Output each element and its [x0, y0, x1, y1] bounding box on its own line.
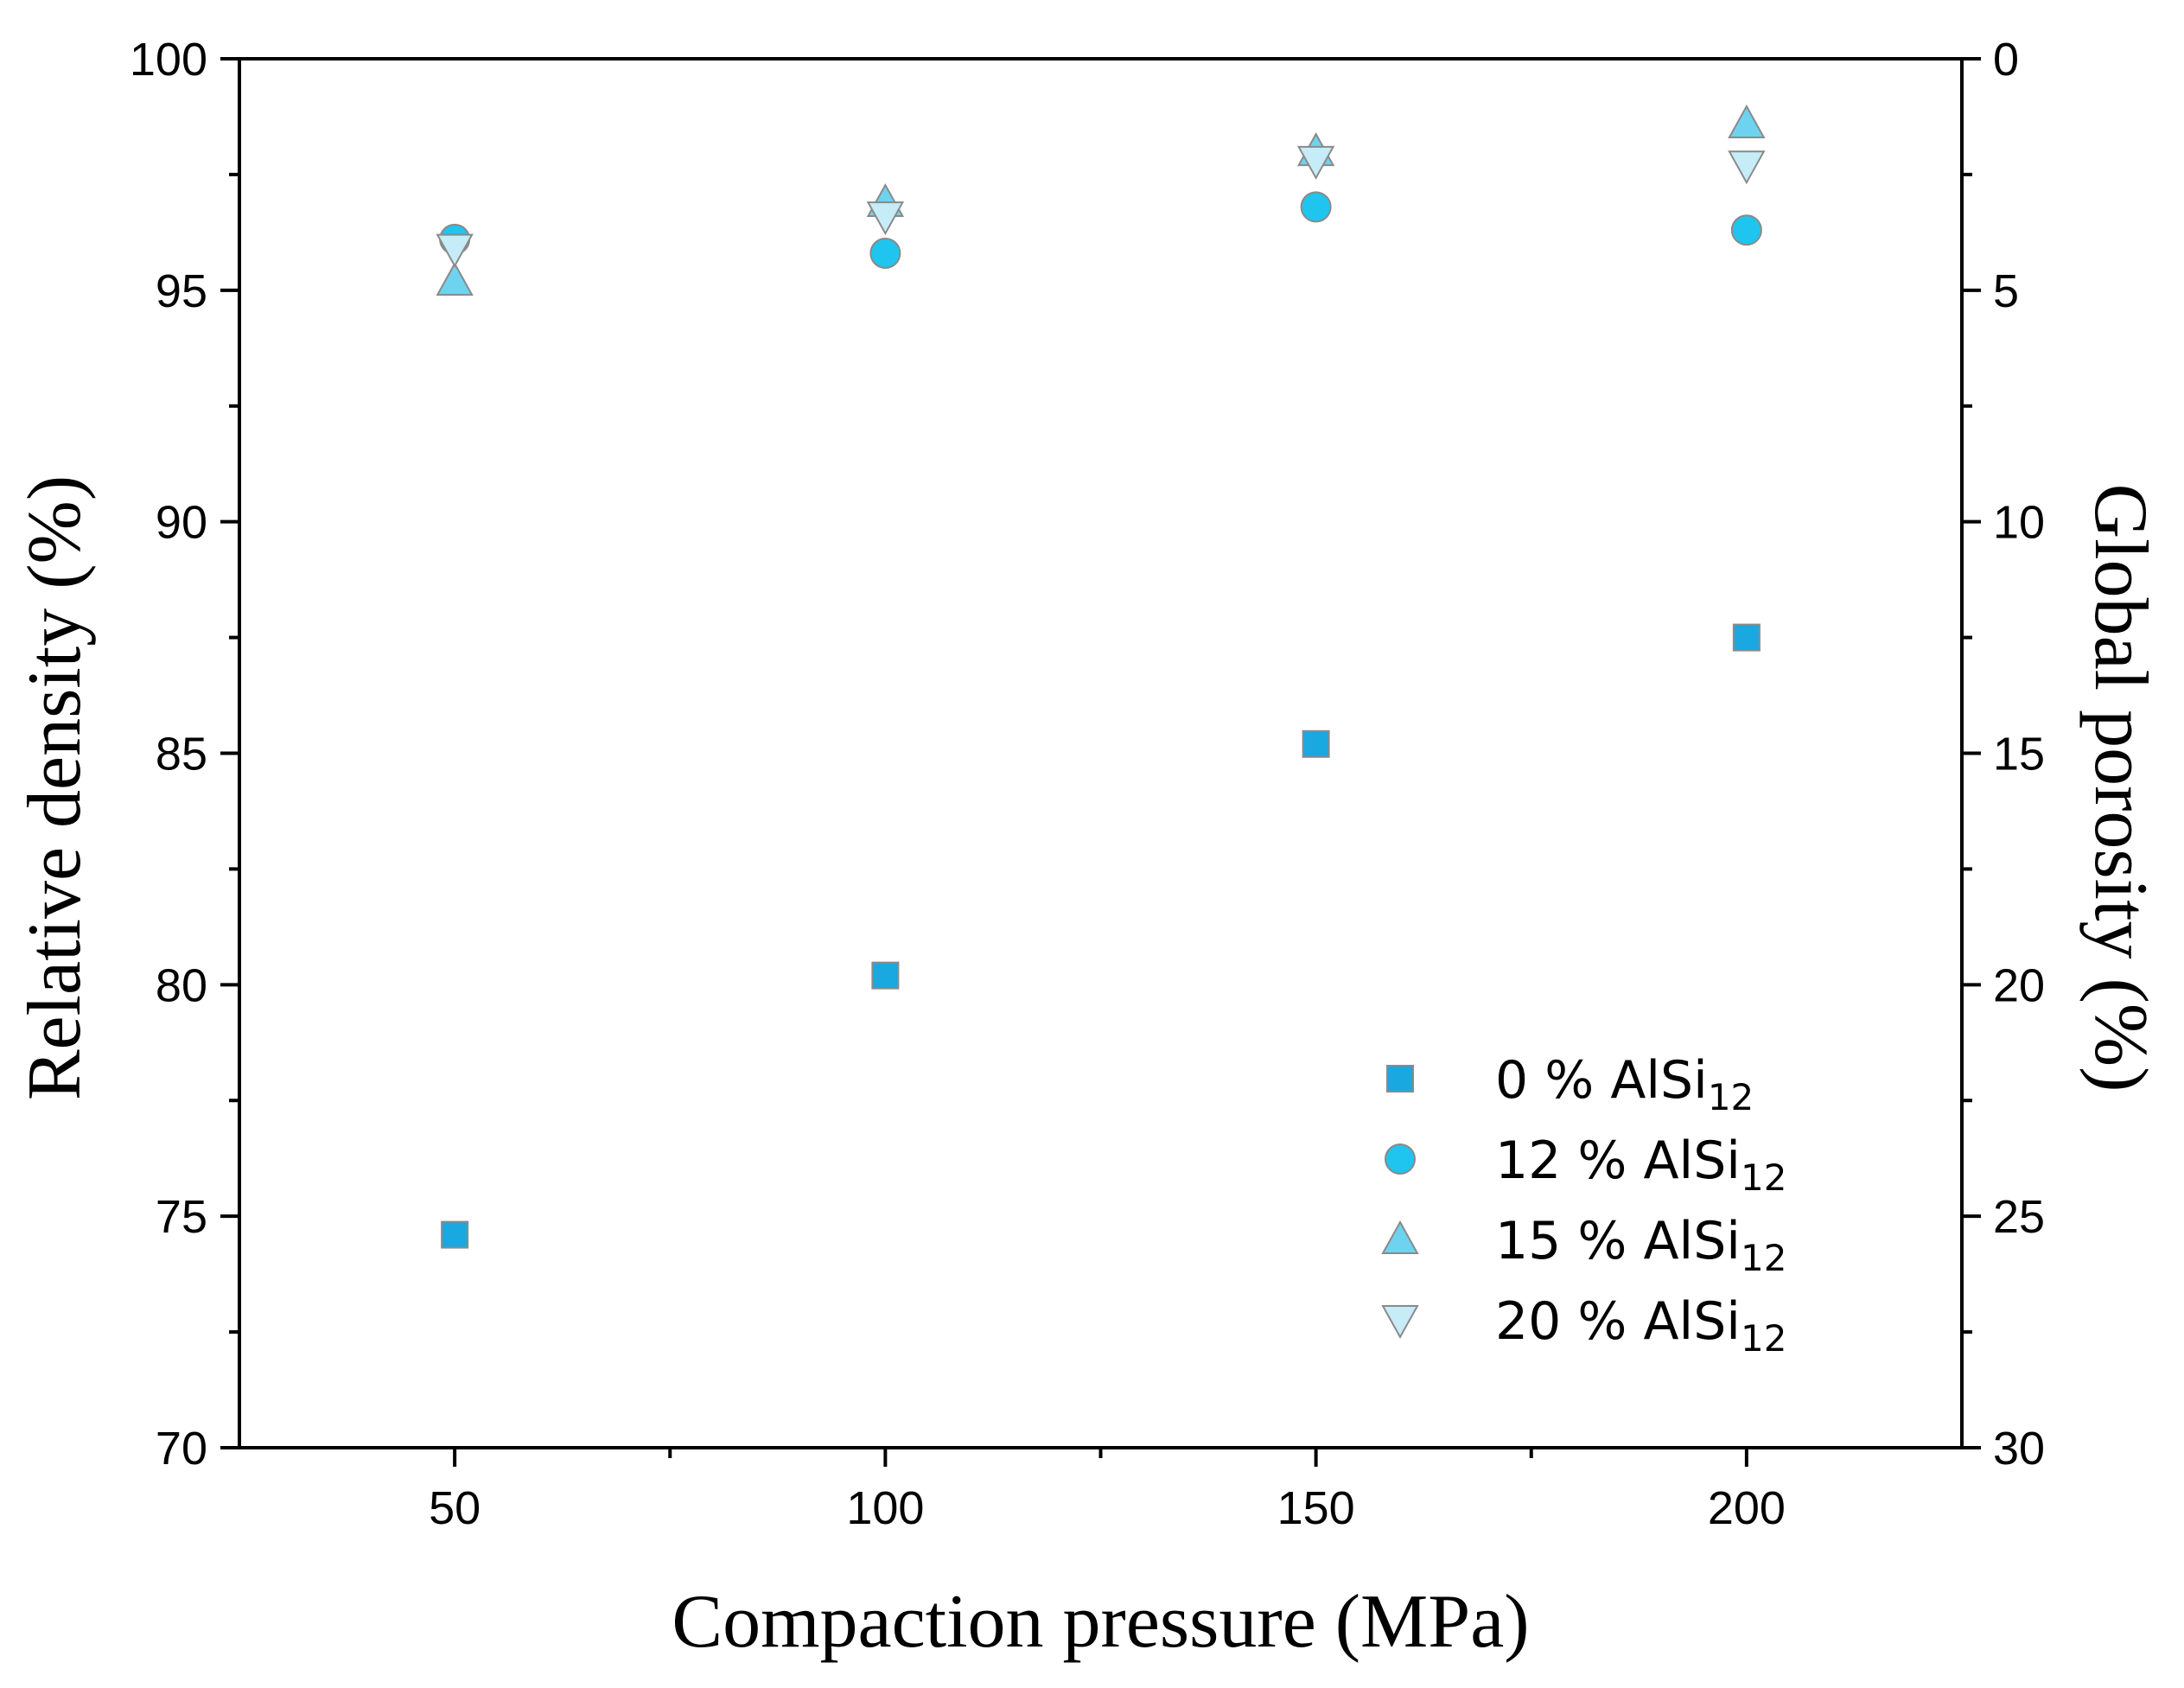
y-axis-title: Relative density (%): [13, 475, 97, 1100]
y2-tick-label: 10: [1993, 497, 2045, 549]
data-point-series-3: [866, 201, 905, 236]
legend-label: 20 % AlSi12: [1495, 1291, 1786, 1360]
data-point-series-2: [436, 262, 474, 296]
legend-label-subscript: 12: [1741, 1156, 1786, 1199]
data-point-series-3: [1728, 150, 1766, 185]
legend-label-subscript: 12: [1741, 1237, 1786, 1279]
y-tick-label: 90: [156, 497, 207, 549]
y2-tick-label: 15: [1993, 729, 2045, 780]
x-axis-title: Compaction pressure (MPa): [672, 1580, 1529, 1664]
data-point-series-1: [1300, 191, 1332, 223]
y-tick-label: 85: [156, 729, 207, 780]
x-tick-label: 50: [429, 1482, 481, 1534]
y-tick-label: 95: [156, 265, 207, 317]
legend-marker: [1381, 1305, 1419, 1340]
y-tick-label: 100: [130, 34, 207, 86]
y-tick-label: 75: [156, 1191, 207, 1243]
y2-axis-title: Global porosity (%): [2079, 484, 2162, 1092]
legend-marker: [1385, 1143, 1416, 1175]
data-point-series-0: [1302, 729, 1330, 758]
data-point-series-2: [1728, 104, 1766, 138]
marks-layer: [436, 104, 1766, 1249]
legend-marker: [1381, 1220, 1419, 1254]
x-tick-label: 100: [846, 1482, 924, 1534]
y2-tick-label: 0: [1993, 34, 2019, 86]
data-point-series-1: [869, 237, 901, 269]
data-point-series-0: [441, 1220, 469, 1249]
data-point-series-3: [436, 233, 474, 268]
y2-tick-label: 30: [1993, 1423, 2045, 1475]
legend-marker: [1386, 1065, 1414, 1092]
legend-label: 15 % AlSi12: [1495, 1211, 1786, 1279]
data-point-series-0: [871, 961, 900, 990]
legend-label: 0 % AlSi12: [1495, 1050, 1754, 1118]
ticks-layer: 50 100 150 200 70 75 80 85 90 95 100 0 5 10 15 20 25 30: [130, 34, 2045, 1534]
y2-tick-label: 25: [1993, 1191, 2045, 1243]
y2-tick-label: 20: [1993, 959, 2045, 1011]
plot-frame: [238, 57, 1964, 1449]
legend-label-subscript: 12: [1708, 1076, 1754, 1118]
x-tick-label: 150: [1277, 1482, 1355, 1534]
data-point-series-3: [1296, 145, 1335, 180]
y-tick-label: 80: [156, 959, 207, 1011]
data-point-series-1: [1730, 214, 1762, 246]
data-point-series-0: [1732, 623, 1761, 652]
x-tick-label: 200: [1708, 1482, 1786, 1534]
legend-label-subscript: 12: [1741, 1317, 1786, 1360]
legend-label: 12 % AlSi12: [1495, 1131, 1786, 1199]
y-tick-label: 70: [156, 1423, 207, 1475]
y2-tick-label: 5: [1993, 265, 2019, 317]
legend: 0 % AlSi12 12 % AlSi12 15 % AlSi12 20 % AlS…: [1381, 1050, 1786, 1360]
